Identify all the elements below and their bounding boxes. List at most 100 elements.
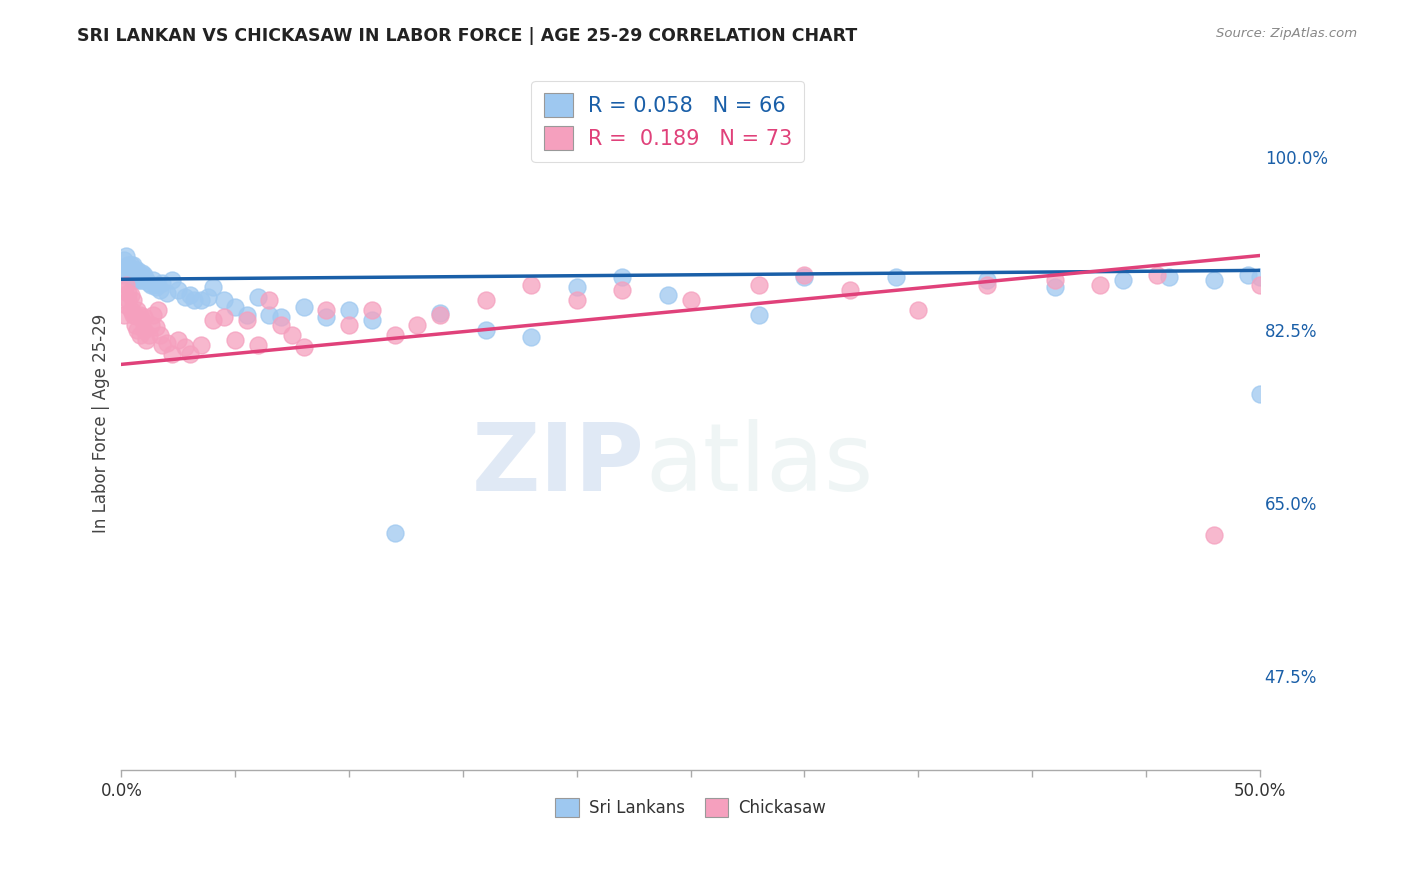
Point: [474, 323, 496, 337]
Point: [292, 340, 315, 354]
Point: [565, 280, 588, 294]
Point: [120, 263, 142, 277]
Point: [657, 288, 679, 302]
Point: [429, 306, 451, 320]
Point: [120, 288, 142, 302]
Point: [247, 290, 270, 304]
Point: [1043, 280, 1066, 294]
Point: [183, 293, 205, 307]
Point: [160, 273, 183, 287]
Point: [135, 333, 157, 347]
Point: [384, 525, 406, 540]
Point: [179, 288, 201, 302]
Point: [127, 323, 149, 337]
Point: [235, 313, 257, 327]
Point: [520, 278, 543, 293]
Point: [131, 273, 153, 287]
Point: [121, 268, 143, 283]
Point: [224, 300, 246, 314]
Point: [167, 283, 190, 297]
Point: [149, 327, 172, 342]
Point: [156, 335, 179, 350]
Point: [131, 313, 153, 327]
Point: [135, 273, 157, 287]
Point: [138, 277, 160, 291]
Point: [128, 273, 150, 287]
Point: [520, 329, 543, 343]
Point: [224, 333, 246, 347]
Point: [112, 308, 135, 322]
Point: [152, 277, 174, 291]
Point: [315, 310, 337, 324]
Point: [131, 266, 153, 280]
Point: [793, 270, 815, 285]
Point: [748, 308, 770, 322]
Point: [1249, 387, 1271, 401]
Point: [1146, 268, 1168, 283]
Point: [337, 302, 360, 317]
Point: [138, 327, 160, 342]
Point: [115, 278, 138, 293]
Point: [907, 302, 929, 317]
Point: [612, 283, 634, 297]
Point: [134, 323, 156, 337]
Point: [337, 318, 360, 332]
Point: [128, 268, 150, 283]
Point: [429, 308, 451, 322]
Point: [612, 270, 634, 285]
Point: [976, 278, 998, 293]
Point: [124, 268, 146, 283]
Point: [1157, 270, 1180, 285]
Point: [197, 290, 219, 304]
Y-axis label: In Labor Force | Age 25-29: In Labor Force | Age 25-29: [93, 314, 110, 533]
Point: [247, 337, 270, 351]
Point: [1271, 605, 1294, 619]
Point: [120, 302, 142, 317]
Point: [156, 286, 179, 301]
Point: [1043, 273, 1066, 287]
Point: [142, 273, 165, 287]
Point: [146, 302, 169, 317]
Point: [152, 337, 174, 351]
Point: [112, 268, 135, 283]
Point: [139, 278, 162, 293]
Point: [361, 313, 384, 327]
Point: [1385, 654, 1406, 668]
Point: [139, 318, 162, 332]
Point: [115, 298, 138, 312]
Point: [793, 268, 815, 283]
Point: [134, 270, 156, 285]
Text: ZIP: ZIP: [472, 419, 645, 511]
Point: [565, 293, 588, 307]
Point: [112, 253, 135, 268]
Point: [292, 300, 315, 314]
Point: [128, 327, 150, 342]
Point: [201, 313, 224, 327]
Point: [1294, 656, 1316, 670]
Point: [976, 273, 998, 287]
Point: [679, 293, 702, 307]
Point: [406, 318, 429, 332]
Point: [179, 347, 201, 361]
Point: [160, 347, 183, 361]
Point: [839, 283, 862, 297]
Point: [115, 263, 138, 277]
Legend: Sri Lankans, Chickasaw: Sri Lankans, Chickasaw: [548, 791, 832, 824]
Point: [190, 337, 212, 351]
Point: [145, 280, 167, 294]
Point: [149, 283, 172, 297]
Point: [121, 259, 143, 273]
Point: [112, 283, 135, 297]
Point: [748, 278, 770, 293]
Point: [1340, 585, 1362, 599]
Point: [127, 263, 149, 277]
Point: [117, 268, 139, 283]
Point: [281, 327, 304, 342]
Point: [212, 293, 235, 307]
Point: [121, 293, 143, 307]
Point: [235, 308, 257, 322]
Point: [174, 290, 197, 304]
Point: [315, 302, 337, 317]
Point: [361, 302, 384, 317]
Point: [167, 333, 190, 347]
